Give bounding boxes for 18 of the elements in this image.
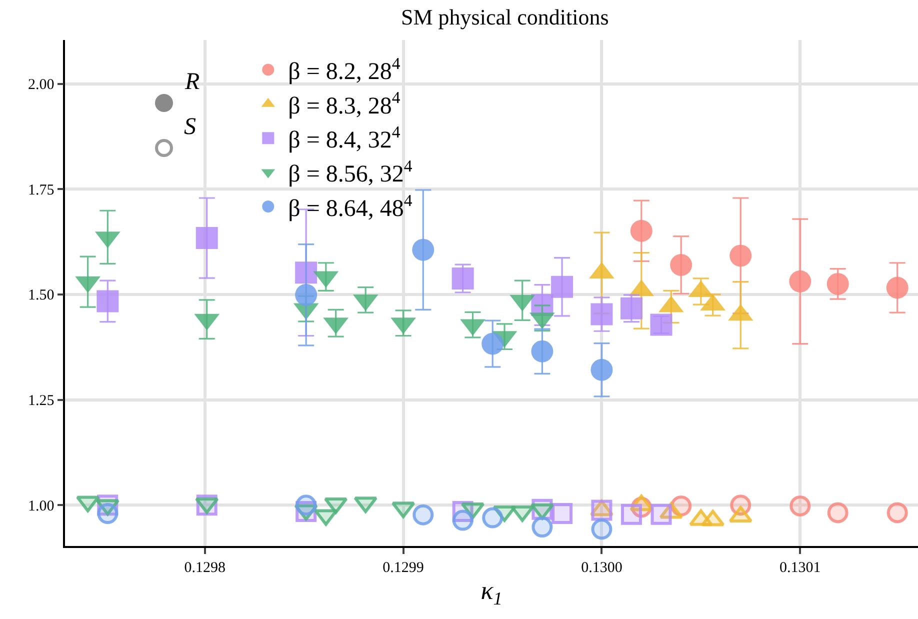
annotation: S xyxy=(184,114,196,140)
legend-label: β = 8.64, 48$^{4}$ xyxy=(288,190,413,222)
x-tick-label: 0.1301 xyxy=(780,560,821,576)
y-tick-label: 2.00 xyxy=(28,77,54,94)
y-tick-label: 1.00 xyxy=(28,498,54,514)
chart-title: SM physical conditions xyxy=(401,4,609,30)
legend-label: β = 8.4, 32$^{4}$ xyxy=(288,122,401,154)
legend-label: β = 8.56, 32$^{4}$ xyxy=(288,156,413,188)
annotation: R xyxy=(184,69,200,95)
y-tick-label: 1.50 xyxy=(28,288,54,304)
x-tick-label: 0.1299 xyxy=(382,560,424,576)
y-tick-label: 1.75 xyxy=(28,182,54,198)
legend-label: β = 8.2, 28$^{4}$ xyxy=(288,54,401,86)
x-axis-title: κ$_{1}$ xyxy=(480,576,502,608)
x-tick-label: 0.1298 xyxy=(184,560,226,576)
y-tick-label: 1.25 xyxy=(28,393,54,410)
legend-label: β = 8.3, 28$^{4}$ xyxy=(288,88,401,120)
x-tick-label: 0.1300 xyxy=(581,560,622,576)
